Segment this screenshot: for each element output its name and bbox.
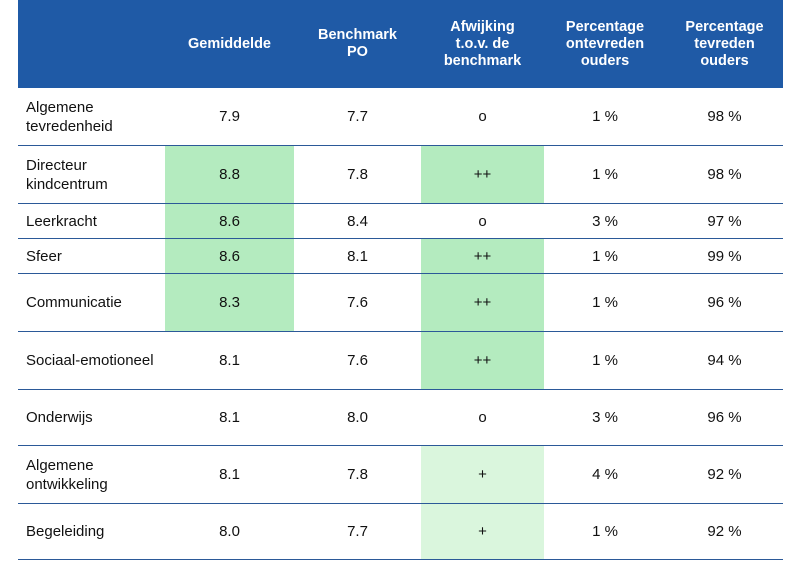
- cell-afwijking: ++: [421, 332, 544, 389]
- cell-benchmark: 8.0: [347, 409, 368, 426]
- cell-benchmark: 8.1: [347, 247, 368, 265]
- cell-gemiddelde: 8.6: [165, 204, 294, 238]
- row-label: Algemene tevredenheid: [26, 98, 113, 135]
- header-afwijking: Afwijking t.o.v. de benchmark: [443, 18, 522, 69]
- cell-percentage-tevreden: 98 %: [707, 166, 742, 183]
- cell-gemiddelde: 8.3: [165, 274, 294, 331]
- cell-benchmark: 7.7: [347, 523, 368, 540]
- cell-afwijking: o: [478, 212, 487, 230]
- table-row: Algemene ontwikkeling 8.1 7.8 +4 % 92 %: [18, 446, 783, 504]
- cell-gemiddelde: 8.1: [219, 466, 240, 483]
- cell-benchmark: 7.6: [347, 294, 368, 311]
- table-row: Onderwijs 8.1 8.0 o 3 % 96 %: [18, 390, 783, 446]
- cell-benchmark: 7.8: [347, 166, 368, 183]
- cell-percentage-ontevreden: 3 %: [592, 212, 618, 230]
- header-gemiddelde: Gemiddelde: [188, 35, 271, 52]
- cell-gemiddelde: 8.1: [219, 409, 240, 426]
- cell-percentage-tevreden: 96 %: [707, 294, 742, 311]
- cell-percentage-tevreden: 96 %: [707, 409, 742, 426]
- cell-percentage-ontevreden: 1 %: [592, 352, 618, 369]
- cell-gemiddelde: 8.1: [219, 352, 240, 369]
- cell-benchmark: 7.8: [347, 466, 368, 483]
- cell-percentage-ontevreden: 4 %: [592, 466, 618, 483]
- row-label: Leerkracht: [26, 212, 97, 230]
- results-table: Gemiddelde Benchmark PO Afwijking t.o.v. d…: [18, 0, 783, 560]
- row-label: Onderwijs: [26, 409, 93, 426]
- cell-percentage-ontevreden: 1 %: [592, 108, 618, 125]
- row-label: Sfeer: [26, 247, 62, 265]
- cell-percentage-tevreden: 92 %: [707, 466, 742, 483]
- cell-percentage-tevreden: 98 %: [707, 108, 742, 125]
- cell-gemiddelde: 8.8: [165, 146, 294, 203]
- row-label: Directeur kindcentrum: [26, 156, 108, 193]
- header-cell-empty: [18, 0, 165, 88]
- cell-percentage-tevreden: 99 %: [707, 247, 742, 265]
- cell-percentage-ontevreden: 1 %: [592, 523, 618, 540]
- cell-percentage-tevreden: 97 %: [707, 212, 742, 230]
- table-row: Communicatie 8.3 7.6 ++ 1 % 96 %: [18, 274, 783, 332]
- row-label: Communicatie: [26, 294, 122, 311]
- cell-afwijking: ++: [421, 239, 544, 273]
- cell-percentage-tevreden: 94 %: [707, 352, 742, 369]
- header-benchmark-po: Benchmark PO: [318, 27, 397, 60]
- cell-benchmark: 7.7: [347, 108, 368, 125]
- cell-afwijking: o: [478, 108, 487, 125]
- cell-afwijking: ++: [421, 146, 544, 203]
- header-percentage-ontevreden: Percentage ontevreden ouders: [565, 18, 645, 69]
- row-label: Sociaal-emotioneel: [26, 352, 154, 369]
- row-label: Algemene ontwikkeling: [26, 456, 108, 493]
- table-header: Gemiddelde Benchmark PO Afwijking t.o.v. d…: [18, 0, 783, 88]
- cell-afwijking: o: [478, 409, 487, 426]
- cell-benchmark: 8.4: [347, 212, 368, 230]
- table-row: Sfeer 8.6 8.1 ++ 1 % 99 %: [18, 239, 783, 274]
- cell-percentage-ontevreden: 1 %: [592, 247, 618, 265]
- cell-afwijking: ++: [421, 274, 544, 331]
- cell-gemiddelde: 8.6: [165, 239, 294, 273]
- cell-gemiddelde: 7.9: [219, 108, 240, 125]
- table-row: Algemene tevredenheid 7.9 7.7 o 1 % 98 %: [18, 88, 783, 146]
- cell-gemiddelde: 8.0: [219, 523, 240, 540]
- table-row: Leerkracht 8.6 8.4 o 3 % 97 %: [18, 204, 783, 239]
- table-row: Sociaal-emotioneel 8.1 7.6 ++ 1 % 94 %: [18, 332, 783, 390]
- cell-percentage-ontevreden: 1 %: [592, 294, 618, 311]
- cell-percentage-tevreden: 92 %: [707, 523, 742, 540]
- table-row: Directeur kindcentrum 8.8 7.8 ++ 1 % 98 %: [18, 146, 783, 204]
- header-percentage-tevreden: Percentage tevreden ouders: [685, 18, 764, 69]
- cell-afwijking: +: [421, 446, 544, 503]
- cell-percentage-ontevreden: 1 %: [592, 166, 618, 183]
- row-label: Begeleiding: [26, 523, 105, 540]
- cell-afwijking: +: [421, 504, 544, 559]
- cell-percentage-ontevreden: 3 %: [592, 409, 618, 426]
- table-row: Begeleiding 8.0 7.7 +1 % 92 %: [18, 504, 783, 560]
- cell-benchmark: 7.6: [347, 352, 368, 369]
